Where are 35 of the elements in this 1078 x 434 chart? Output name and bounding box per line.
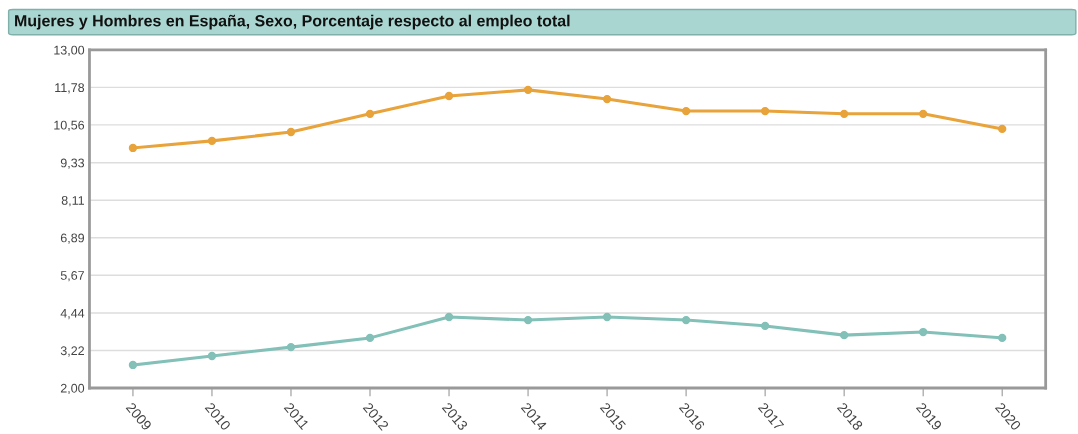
- point: [681, 106, 691, 116]
- y-tick-label: 5,67: [60, 271, 84, 282]
- point: [839, 109, 849, 119]
- point: [760, 321, 770, 331]
- point: [207, 136, 217, 146]
- point: [998, 124, 1007, 134]
- y-tick-label: 3,22: [60, 346, 84, 357]
- point: [523, 85, 533, 95]
- point: [128, 143, 138, 153]
- y-tick-label: 9,33: [60, 158, 85, 169]
- point: [919, 327, 928, 337]
- point: [998, 333, 1007, 343]
- y-tick-label: 6,89: [60, 233, 85, 244]
- point: [681, 315, 691, 325]
- point: [286, 127, 296, 137]
- point: [365, 109, 375, 119]
- point: [602, 94, 612, 104]
- y-tick-label: 2,00: [60, 383, 85, 395]
- y-tick-label: 11,78: [55, 83, 85, 94]
- point: [523, 315, 533, 325]
- y-tick-label: 10,56: [54, 120, 85, 132]
- point: [444, 91, 454, 101]
- point: [760, 106, 770, 116]
- y-tick-label: 4,44: [60, 308, 85, 320]
- chart-title: Mujeres y Hombres en España, Sexo, Porcentaje respecto al empleo total: [15, 14, 570, 30]
- point: [365, 333, 375, 343]
- point: [602, 312, 612, 322]
- point: [207, 351, 217, 361]
- point: [444, 312, 454, 322]
- point: [286, 342, 296, 352]
- y-tick-label: 8,11: [61, 196, 85, 207]
- point: [919, 109, 928, 119]
- y-tick-label: 13,00: [54, 45, 85, 57]
- point: [128, 360, 138, 370]
- point: [839, 330, 849, 340]
